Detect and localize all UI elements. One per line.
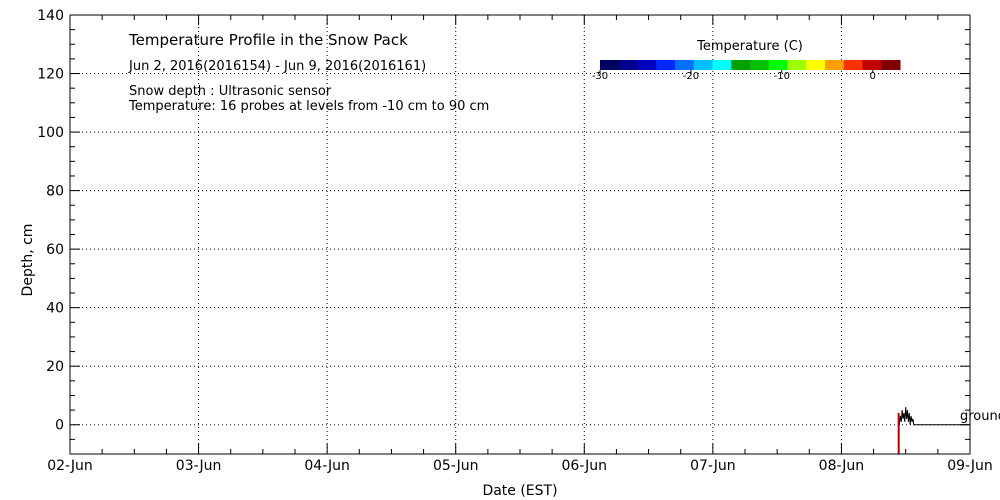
x-tick-label: 03-Jun	[176, 458, 222, 474]
x-tick-label: 07-Jun	[690, 458, 736, 474]
snow-depth-line	[898, 407, 970, 426]
colorbar-swatch	[675, 60, 695, 70]
x-tick-label: 06-Jun	[562, 458, 608, 474]
y-tick-label: 40	[46, 301, 64, 317]
colorbar-swatch	[600, 60, 620, 70]
x-tick-label: 02-Jun	[47, 458, 93, 474]
data-layer	[897, 407, 970, 454]
colorbar-swatches	[600, 60, 901, 70]
chart-subtitle: Jun 2, 2016(2016154) - Jun 9, 2016(20161…	[128, 59, 426, 74]
x-tick-label: 08-Jun	[819, 458, 865, 474]
colorbar-swatch	[806, 60, 826, 70]
colorbar-swatch	[768, 60, 788, 70]
y-tick-label: 20	[46, 359, 64, 375]
colorbar-tick-label: 0	[870, 71, 876, 82]
y-tick-label: 60	[46, 242, 64, 258]
temperature-bar	[897, 413, 900, 454]
ground-label: ground	[960, 409, 1000, 424]
colorbar-swatch	[731, 60, 751, 70]
colorbar-swatch	[787, 60, 807, 70]
colorbar-tick-label: -10	[774, 71, 790, 82]
ticks-layer: 0 20 40 60 80 100 120 140 02-Jun 03-Jun 04-Jun 05-J…	[37, 8, 993, 474]
chart-title: Temperature Profile in the Snow Pack	[128, 31, 408, 49]
colorbar-swatch	[750, 60, 770, 70]
colorbar-swatch	[843, 60, 863, 70]
colorbar-swatch	[637, 60, 657, 70]
x-tick-label: 04-Jun	[304, 458, 350, 474]
y-tick-label: 140	[37, 8, 64, 24]
colorbar-ticks: -30 -20 -10 0	[592, 70, 876, 82]
y-tick-label: 80	[46, 184, 64, 200]
plot-frame	[69, 14, 971, 455]
colorbar-tick-label: -30	[592, 71, 608, 82]
y-tick-label: 120	[37, 67, 64, 83]
grid-layer	[70, 15, 970, 454]
y-axis-title: Depth, cm	[20, 224, 36, 297]
colorbar-tick-label: -20	[683, 71, 699, 82]
y-tick-label: 100	[37, 125, 64, 141]
colorbar-swatch	[618, 60, 638, 70]
colorbar-title: Temperature (C)	[696, 39, 803, 54]
colorbar-swatch	[825, 60, 845, 70]
colorbar-swatch	[656, 60, 676, 70]
colorbar-swatch	[881, 60, 901, 70]
x-axis-title: Date (EST)	[482, 483, 557, 499]
x-tick-label: 09-Jun	[947, 458, 993, 474]
x-tick-label: 05-Jun	[433, 458, 479, 474]
colorbar: Temperature (C) -30 -20 -10 0	[592, 39, 901, 82]
colorbar-swatch	[862, 60, 882, 70]
colorbar-swatch	[712, 60, 732, 70]
colorbar-swatch	[693, 60, 713, 70]
chart-note-snow-depth: Snow depth : Ultrasonic sensor	[129, 84, 332, 99]
chart-note-temperature: Temperature: 16 probes at levels from -1…	[128, 99, 489, 114]
y-tick-label: 0	[55, 418, 64, 434]
